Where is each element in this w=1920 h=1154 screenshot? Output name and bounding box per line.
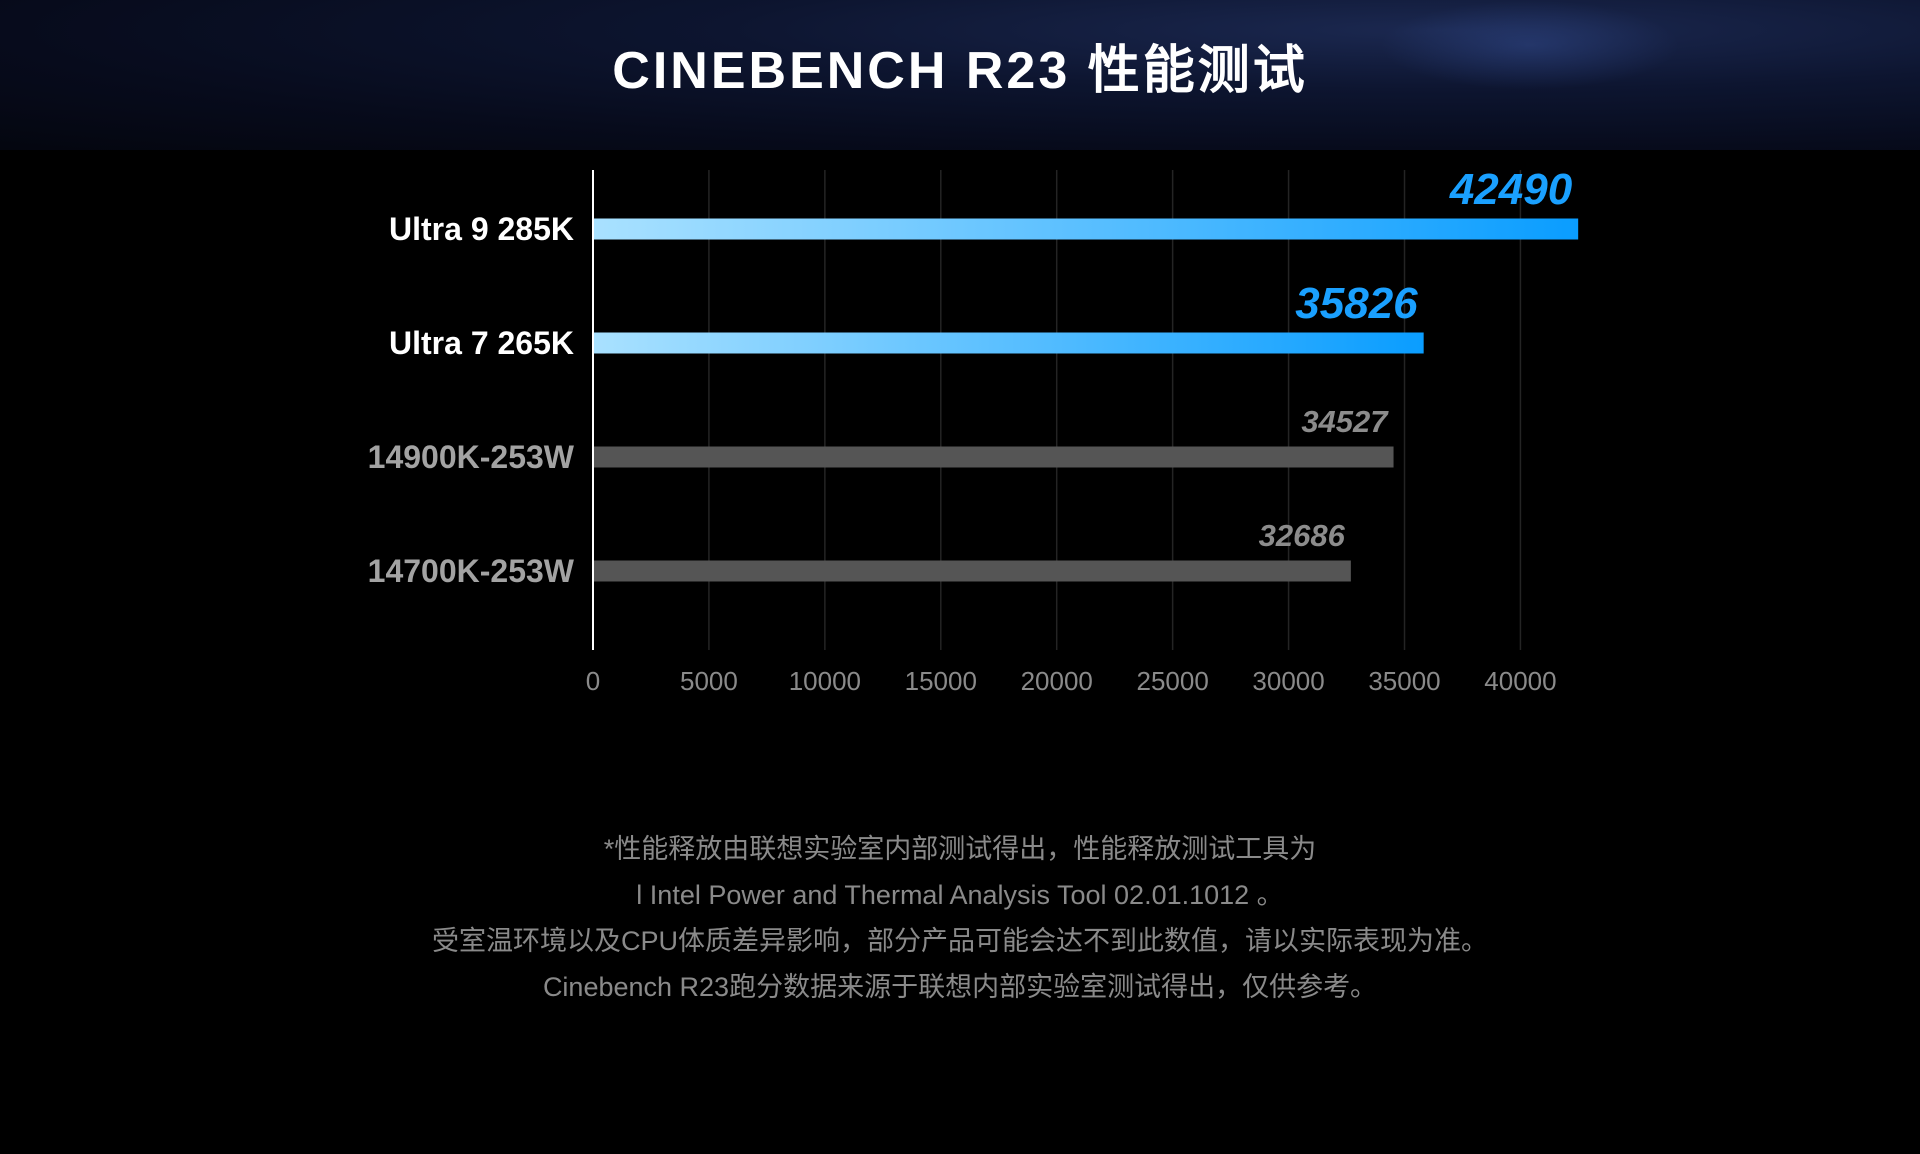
value-label: 34527 bbox=[1301, 404, 1389, 439]
x-tick-label: 20000 bbox=[1021, 666, 1093, 696]
x-tick-label: 5000 bbox=[680, 666, 738, 696]
bar-ultra-9-285k bbox=[594, 218, 1579, 240]
x-tick-label: 0 bbox=[586, 666, 600, 696]
benchmark-bar-chart: 0 5000 10000 15000 20000 25000 30000 35000 40000… bbox=[368, 165, 1579, 696]
value-label: 32686 bbox=[1259, 518, 1346, 553]
bar-14900k-253w bbox=[594, 446, 1394, 468]
category-label: 14900K-253W bbox=[368, 439, 575, 475]
category-label: Ultra 9 285K bbox=[389, 211, 574, 247]
x-tick-label: 15000 bbox=[905, 666, 977, 696]
value-label: 35826 bbox=[1295, 279, 1418, 328]
page-title: CINEBENCH R23 性能测试 bbox=[612, 42, 1308, 100]
x-tick-label: 35000 bbox=[1368, 666, 1440, 696]
chart-labels: 0 5000 10000 15000 20000 25000 30000 35000 40000… bbox=[368, 165, 1573, 696]
note-line-3: 受室温环境以及CPU体质差异影响，部分产品可能会达不到此数值，请以实际表现为准。 bbox=[431, 926, 1488, 956]
x-tick-label: 10000 bbox=[789, 666, 861, 696]
value-label: 42490 bbox=[1449, 165, 1573, 214]
note-line-1: *性能释放由联想实验室内部测试得出，性能释放测试工具为 bbox=[603, 834, 1317, 864]
bar-ultra-7-265k bbox=[594, 332, 1424, 354]
header-glow bbox=[1380, 0, 1680, 90]
x-tick-label: 30000 bbox=[1252, 666, 1324, 696]
note-line-2: l Intel Power and Thermal Analysis Tool … bbox=[636, 880, 1284, 910]
x-tick-label: 25000 bbox=[1136, 666, 1208, 696]
header-banner bbox=[0, 0, 1920, 150]
chart-bars bbox=[594, 218, 1579, 582]
disclaimer-notes: *性能释放由联想实验室内部测试得出，性能释放测试工具为 l Intel Powe… bbox=[0, 826, 1920, 1010]
category-label: 14700K-253W bbox=[368, 553, 575, 589]
category-label: Ultra 7 265K bbox=[389, 325, 574, 361]
x-tick-label: 40000 bbox=[1484, 666, 1556, 696]
note-line-4: Cinebench R23跑分数据来源于联想内部实验室测试得出，仅供参考。 bbox=[542, 972, 1378, 1002]
bar-14700k-253w bbox=[594, 560, 1351, 582]
